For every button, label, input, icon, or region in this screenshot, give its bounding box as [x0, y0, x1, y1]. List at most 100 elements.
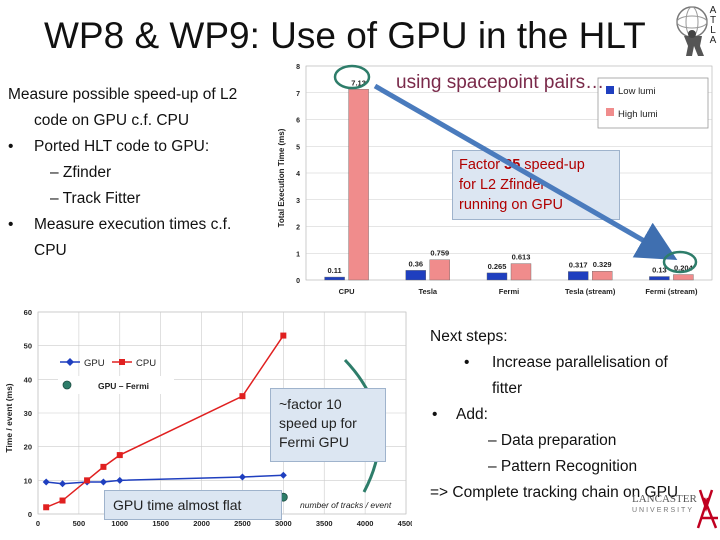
bar-low-lumi — [486, 272, 508, 281]
logo-letter: A — [709, 5, 717, 16]
line-x-tick-label: 0 — [36, 519, 40, 528]
bar-y-tick-label: 6 — [296, 118, 300, 125]
bar-x-tick-label: Tesla — [418, 287, 437, 296]
bar-high-lumi — [429, 259, 451, 281]
line-x-tick-label: 4500 — [398, 519, 412, 528]
logo-letter: T — [709, 15, 717, 26]
bar-value-label: 0.36 — [408, 259, 423, 268]
bar-high-lumi — [510, 263, 532, 281]
bar-legend: Low lumi High lumi — [597, 77, 709, 129]
factor-10-callout: ~factor 10 speed up for Fermi GPU — [270, 388, 386, 462]
gpu-point — [238, 473, 246, 481]
gpu-flat-callout: GPU time almost flat — [104, 490, 282, 520]
next-sub-data-prep: – Data preparation — [488, 432, 617, 449]
factor-line1: Factor 35 speed-up — [459, 155, 613, 175]
bar-low-lumi — [649, 276, 670, 281]
bar-value-label: 0.759 — [430, 249, 449, 258]
bar-y-tick-label: 1 — [296, 251, 300, 258]
bar-value-label: 7.13 — [351, 78, 366, 87]
cpu-point — [116, 452, 123, 459]
next-steps: Next steps: Increase parallelisation of … — [430, 324, 720, 506]
fermi-legend: GPU – Fermi — [58, 376, 174, 394]
bar-value-label: 0.317 — [569, 261, 588, 270]
bar-low-lumi — [405, 270, 427, 281]
gpu-point — [99, 478, 107, 486]
logo-letter: A — [709, 35, 717, 46]
bar-x-tick-label: Fermi (stream) — [645, 287, 698, 296]
bar-x-tick-label: Fermi — [499, 287, 519, 296]
next-sub-pattern: – Pattern Recognition — [488, 458, 638, 475]
bullet-intro: Measure possible speed-up of L2 — [8, 86, 238, 103]
factor-35-callout: Factor 35 speed-up for L2 Zfinder runnin… — [452, 150, 620, 220]
cpu-point — [59, 497, 66, 504]
factor10-line2: speed up for — [279, 415, 357, 431]
work-bullets: Measure possible speed-up of L2 code on … — [8, 82, 270, 264]
bar-value-label: 0.613 — [512, 253, 531, 262]
bar-y-tick-label: 7 — [296, 91, 300, 98]
line-y-tick-label: 60 — [24, 308, 32, 317]
slide-title: WP8 & WP9: Use of GPU in the HLT — [44, 15, 646, 56]
bar-x-tick-label: CPU — [339, 287, 355, 296]
cpu-point — [84, 477, 91, 484]
cpu-point — [239, 393, 246, 400]
legend-gpu: GPU — [84, 358, 105, 369]
cpu-point — [43, 504, 50, 511]
factor-line3: running on GPU — [459, 197, 563, 213]
bar-value-label: 0.204 — [674, 264, 694, 273]
legend-cpu: CPU — [136, 358, 156, 369]
sub-bullet-zfinder: – Zfinder — [50, 164, 112, 181]
line-y-tick-label: 50 — [24, 342, 32, 351]
bar-value-label: 0.329 — [593, 260, 612, 269]
line-x-tick-label: 3500 — [316, 519, 333, 528]
legend-high-lumi: High lumi — [618, 109, 658, 120]
line-legend: GPU CPU — [60, 358, 156, 369]
bar-low-lumi — [324, 276, 345, 281]
bar-y-tick-label: 4 — [296, 171, 300, 178]
lancaster-line2: UNIVERSITY — [632, 507, 694, 514]
cpu-point — [100, 463, 107, 470]
line-y-tick-label: 10 — [24, 476, 32, 485]
legend-gpu-fermi: GPU – Fermi — [98, 381, 149, 391]
bullet-ported: Ported HLT code to GPU: — [8, 134, 270, 160]
bar-high-lumi — [592, 270, 613, 281]
line-x-tick-label: 2500 — [234, 519, 251, 528]
atlas-letters: A T L A — [707, 6, 719, 46]
atlas-logo-icon — [676, 6, 708, 56]
bar-value-label: 0.11 — [328, 266, 342, 275]
line-y-tick-label: 0 — [28, 510, 32, 519]
bar-y-tick-label: 5 — [296, 144, 300, 151]
factor-prefix: Factor — [459, 157, 505, 173]
bar-value-label: 0.265 — [488, 262, 507, 271]
gpu-point — [116, 476, 124, 484]
bar-high-lumi — [673, 274, 694, 281]
legend-low-lumi: Low lumi — [618, 86, 656, 97]
bar-y-axis-label: Total Execution Time (ms) — [277, 128, 286, 227]
factor-number: 35 — [504, 157, 521, 173]
flat-text: GPU time almost flat — [113, 497, 242, 513]
next-step-add: Add: — [430, 402, 720, 428]
sub-bullet-track-fitter: – Track Fitter — [50, 190, 141, 207]
line-x-axis-label: number of tracks / event — [300, 500, 392, 510]
spacepoint-annotation: using spacepoint pairs… — [396, 72, 604, 93]
cpu-point — [280, 332, 287, 339]
bar-low-lumi — [568, 271, 589, 281]
legend-swatch-high-lumi — [606, 108, 614, 116]
bar-y-tick-label: 0 — [296, 278, 300, 285]
factor-line2: for L2 Zfinder — [459, 177, 546, 193]
next-step-parallelisation: Increase parallelisation of — [430, 350, 720, 376]
line-x-tick-label: 3000 — [275, 519, 292, 528]
line-y-axis-label: Time / event (ms) — [4, 383, 14, 452]
bullet-measure-cont: CPU — [34, 242, 67, 259]
bar-y-tick-label: 8 — [296, 64, 300, 71]
lancaster-line1: LANCASTER — [632, 493, 697, 505]
line-x-tick-label: 4000 — [357, 519, 374, 528]
line-x-tick-label: 1000 — [111, 519, 128, 528]
bar-y-tick-label: 2 — [296, 225, 300, 232]
legend-swatch-low-lumi — [606, 86, 614, 94]
line-x-tick-label: 500 — [73, 519, 86, 528]
line-x-tick-label: 1500 — [152, 519, 169, 528]
bar-x-tick-label: Tesla (stream) — [565, 287, 616, 296]
next-steps-heading: Next steps: — [430, 328, 508, 345]
bar-y-tick-label: 3 — [296, 198, 300, 205]
line-y-tick-label: 30 — [24, 409, 32, 418]
